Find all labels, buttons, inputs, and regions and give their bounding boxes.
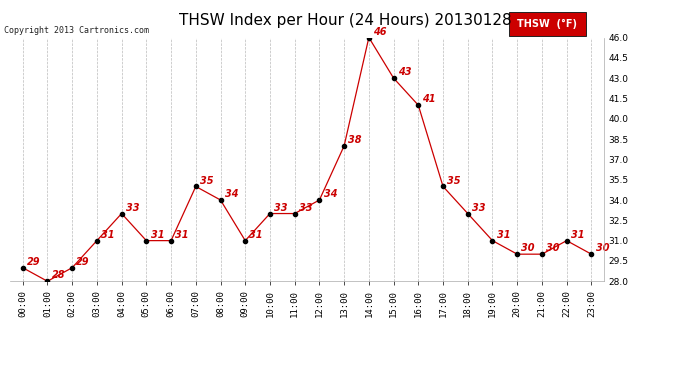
Text: THSW  (°F): THSW (°F) (518, 19, 578, 29)
Text: 35: 35 (200, 176, 213, 186)
Text: THSW Index per Hour (24 Hours) 20130128: THSW Index per Hour (24 Hours) 20130128 (179, 13, 511, 28)
Text: 31: 31 (497, 230, 510, 240)
Text: 33: 33 (126, 203, 139, 213)
Text: 29: 29 (77, 257, 90, 267)
Text: 29: 29 (27, 257, 41, 267)
Text: 28: 28 (52, 270, 65, 280)
Text: 30: 30 (546, 243, 560, 254)
Text: 31: 31 (150, 230, 164, 240)
Text: 38: 38 (348, 135, 362, 145)
Text: 46: 46 (373, 27, 386, 37)
Text: 43: 43 (397, 68, 411, 77)
Text: 31: 31 (249, 230, 263, 240)
Text: Copyright 2013 Cartronics.com: Copyright 2013 Cartronics.com (4, 26, 150, 35)
FancyBboxPatch shape (509, 12, 586, 36)
Text: 30: 30 (595, 243, 609, 254)
Text: 31: 31 (175, 230, 189, 240)
Text: 34: 34 (324, 189, 337, 199)
Text: 33: 33 (274, 203, 288, 213)
Text: 31: 31 (101, 230, 115, 240)
Text: 33: 33 (299, 203, 313, 213)
Text: 35: 35 (447, 176, 461, 186)
Text: 41: 41 (422, 94, 436, 104)
Text: 34: 34 (225, 189, 238, 199)
Text: 30: 30 (522, 243, 535, 254)
Text: 33: 33 (472, 203, 486, 213)
Text: 31: 31 (571, 230, 584, 240)
